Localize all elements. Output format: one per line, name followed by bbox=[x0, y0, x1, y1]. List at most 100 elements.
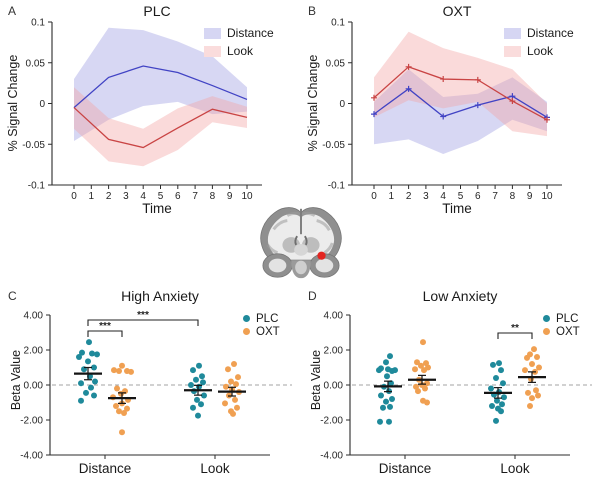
plc-distance-data-point bbox=[387, 353, 393, 360]
legend-row-plc: PLC bbox=[543, 312, 580, 325]
legend-row-look: Look bbox=[204, 42, 274, 60]
plc-look-data-point bbox=[195, 412, 201, 419]
panel-d-ylabel: Beta Value bbox=[309, 349, 323, 411]
y-tick-label: -0.1 bbox=[328, 181, 346, 192]
oxt-look-data-point bbox=[225, 366, 231, 373]
look-band-swatch bbox=[204, 45, 221, 57]
panel-a-ylabel: % Signal Change bbox=[6, 54, 20, 152]
significance-stars: *** bbox=[137, 310, 149, 321]
low-anxiety-strip-chart: -4.00 -2.00 0.00 2.00 4.00 Distance Look ** bbox=[320, 311, 592, 476]
brain-slice-image bbox=[254, 200, 348, 286]
plc-distance-data-point bbox=[76, 354, 82, 360]
activation-marker bbox=[317, 251, 326, 260]
thalamus bbox=[294, 243, 308, 256]
y-tick-label: 0.05 bbox=[326, 58, 346, 69]
y-tick-label: 0.1 bbox=[31, 18, 45, 29]
y-tick-label: 2.00 bbox=[324, 346, 344, 357]
significance-stars: ** bbox=[511, 323, 519, 334]
plc-look-data-point bbox=[489, 403, 495, 409]
x-tick-label: 9 bbox=[527, 191, 533, 202]
oxt-dot-swatch bbox=[243, 328, 250, 335]
distance-line bbox=[73, 65, 248, 109]
oxt-distance-data-point bbox=[420, 339, 426, 346]
panel-b-ylabel: % Signal Change bbox=[306, 54, 320, 152]
oxt-line-chart: 0 1 2 3 4 5 6 7 8 9 10 -0.1 -0.05 0 0.05 0.1 bbox=[322, 18, 562, 202]
x-tick-label: 3 bbox=[423, 191, 429, 202]
oxt-look-data-point bbox=[534, 354, 540, 360]
oxt-look-data-point bbox=[234, 404, 240, 411]
plc-look-data-point bbox=[201, 392, 207, 399]
oxt-distance-data-point bbox=[116, 408, 122, 415]
oxt-distance-data-point bbox=[128, 368, 134, 375]
oxt-look-data-point bbox=[232, 396, 238, 403]
plc-distance-data-point bbox=[88, 384, 94, 391]
oxt-look-data-point bbox=[535, 392, 541, 399]
plc-distance-data-point bbox=[78, 397, 84, 404]
category-label: Look bbox=[500, 461, 530, 476]
x-tick-label: 10 bbox=[541, 191, 553, 202]
plc-distance-data-point bbox=[383, 359, 389, 366]
x-tick-label: 2 bbox=[406, 191, 412, 202]
look-marker bbox=[474, 76, 481, 83]
x-tick-label: 7 bbox=[192, 191, 198, 202]
panel-c-legend: PLC OXT bbox=[243, 312, 280, 338]
legend-row-oxt: OXT bbox=[543, 325, 580, 338]
plc-look-data-point bbox=[188, 382, 194, 388]
significance-bracket bbox=[497, 332, 533, 339]
y-tick-label: 0 bbox=[39, 99, 45, 110]
plc-look-data-point bbox=[493, 417, 499, 424]
y-tick-label: 0.00 bbox=[324, 381, 344, 392]
plc-look-data-point bbox=[500, 380, 506, 387]
legend-label-plc: PLC bbox=[556, 312, 579, 325]
oxt-dot-swatch bbox=[543, 328, 550, 335]
panel-letter-a: A bbox=[8, 4, 17, 18]
distance-confidence-band bbox=[374, 69, 547, 155]
plc-distance-data-point bbox=[91, 364, 97, 371]
plc-look-data-point bbox=[496, 360, 502, 367]
category-label: Distance bbox=[379, 461, 432, 476]
plc-distance-data-point bbox=[85, 358, 91, 365]
panel-letter-b: B bbox=[308, 4, 317, 18]
panel-letter-d: D bbox=[308, 289, 317, 303]
oxt-look-data-point bbox=[222, 400, 228, 407]
legend-row-distance: Distance bbox=[204, 24, 274, 42]
panel-a-legend: Distance Look bbox=[204, 24, 274, 60]
look-marker bbox=[371, 94, 377, 101]
plc-distance-data-point bbox=[377, 418, 383, 425]
distance-line bbox=[373, 88, 548, 118]
y-tick-label: -4.00 bbox=[20, 451, 43, 462]
plc-distance-data-point bbox=[86, 339, 92, 346]
plc-look-data-point bbox=[493, 375, 499, 381]
plc-distance-data-point bbox=[383, 398, 389, 405]
y-tick-label: 0.05 bbox=[26, 58, 46, 69]
plc-look-data-point bbox=[198, 401, 204, 408]
oxt-distance-data-point bbox=[424, 380, 430, 387]
plc-dot-swatch bbox=[243, 315, 250, 322]
x-tick-label: 1 bbox=[89, 191, 95, 202]
panel-d-legend: PLC OXT bbox=[543, 312, 580, 338]
legend-label-look: Look bbox=[527, 44, 554, 58]
x-tick-label: 8 bbox=[210, 191, 216, 202]
look-marker bbox=[509, 98, 516, 105]
oxt-distance-data-point bbox=[119, 362, 125, 369]
plc-look-data-point bbox=[200, 379, 206, 386]
category-label: Look bbox=[200, 461, 230, 476]
x-tick-label: 5 bbox=[458, 191, 464, 202]
high-anxiety-strip-chart: -4.00 -2.00 0.00 2.00 4.00 Distance Look *** *** bbox=[20, 310, 292, 476]
gyri-lines bbox=[266, 211, 334, 255]
legend-row-plc: PLC bbox=[243, 312, 280, 325]
temporal-white-left bbox=[268, 258, 287, 273]
plc-distance-data-point bbox=[89, 350, 95, 357]
plc-distance-data-point bbox=[94, 351, 100, 358]
look-confidence-band bbox=[374, 31, 547, 137]
panel-d-title: Low Anxiety bbox=[422, 288, 498, 304]
plc-look-data-point bbox=[498, 367, 504, 374]
plc-dot-swatch bbox=[543, 315, 550, 322]
plc-look-data-point bbox=[501, 394, 507, 401]
distance-band-swatch bbox=[204, 27, 221, 39]
oxt-distance-data-point bbox=[124, 405, 130, 412]
oxt-look-data-point bbox=[522, 367, 528, 374]
look-line bbox=[73, 107, 248, 149]
x-tick-label: 0 bbox=[71, 191, 77, 202]
panel-a: 0 1 2 3 4 5 6 7 8 9 10 -0.1 -0.05 0 0.05 0.1 A PLC % Si… bbox=[0, 0, 300, 230]
